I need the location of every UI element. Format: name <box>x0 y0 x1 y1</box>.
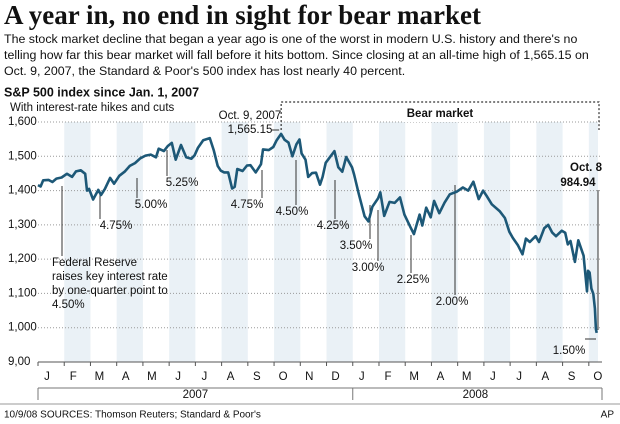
x-tick-label: F <box>70 371 77 383</box>
y-tick-label: 1,500 <box>8 150 37 162</box>
month-band <box>483 122 511 362</box>
y-tick-label: 1,300 <box>8 219 37 231</box>
rate-label: 5.25% <box>166 177 199 189</box>
peak-date: Oct. 9, 2007 <box>219 110 282 122</box>
price-line <box>37 132 598 334</box>
last-value: 984.94 <box>560 177 596 189</box>
x-tick-label: O <box>593 371 602 383</box>
last-date: Oct. 8 <box>570 162 603 174</box>
fed-note: Federal Reserve raises key interest rate… <box>52 257 168 311</box>
x-tick-label: J <box>44 371 50 383</box>
y-tick-label: 1,100 <box>8 287 37 299</box>
x-tick-label: M <box>95 371 105 383</box>
x-tick-label: N <box>305 371 313 383</box>
month-band <box>378 122 406 362</box>
rate-label: 5.00% <box>135 199 168 211</box>
month-band <box>588 122 598 362</box>
description: The stock market decline that began a ye… <box>4 32 589 78</box>
month-band <box>221 122 248 362</box>
x-tick-label: S <box>568 371 576 383</box>
bear-label: Bear market <box>407 108 474 120</box>
bear-label-box <box>402 106 478 122</box>
month-band <box>431 122 458 362</box>
month-band <box>64 122 91 362</box>
rate-label: 3.00% <box>352 262 385 274</box>
x-tick-label: J <box>516 371 522 383</box>
year-label: 2007 <box>183 389 209 401</box>
x-tick-label: A <box>542 371 550 383</box>
rate-label: 4.50% <box>276 206 309 218</box>
rate-label: 4.75% <box>100 220 133 232</box>
rate-label: 1.50% <box>553 345 586 357</box>
x-tick-label: M <box>147 371 157 383</box>
x-tick-label: O <box>279 371 288 383</box>
x-tick-label: M <box>462 371 472 383</box>
credit: AP <box>601 410 615 421</box>
x-tick-label: A <box>122 371 130 383</box>
x-tick-label: J <box>490 371 496 383</box>
x-tick-label: J <box>202 371 208 383</box>
chart-subtitle: With interest-rate hikes and cuts <box>10 102 175 114</box>
source: 10/9/08 SOURCES: Thomson Reuters; Standa… <box>4 410 261 421</box>
rate-label: 2.00% <box>436 296 469 308</box>
y-tick-label: 9,00 <box>8 356 30 368</box>
y-tick-label: 1,000 <box>8 322 37 334</box>
x-tick-label: S <box>253 371 261 383</box>
peak-value: 1,565.15 <box>228 124 273 136</box>
rate-label: 4.25% <box>317 220 350 232</box>
month-band <box>274 122 301 362</box>
month-band <box>116 122 143 362</box>
month-band <box>169 122 196 362</box>
x-tick-label: A <box>227 371 235 383</box>
y-tick-label: 1,600 <box>8 116 37 128</box>
y-tick-label: 1,400 <box>8 185 37 197</box>
chart-title: S&P 500 index since Jan. 1, 2007 <box>4 85 199 99</box>
x-tick-label: J <box>175 371 181 383</box>
x-tick-label: M <box>409 371 419 383</box>
headline: A year in, no end in sight for bear mark… <box>4 0 482 30</box>
rate-label: 4.75% <box>231 199 264 211</box>
x-tick-label: J <box>359 371 365 383</box>
rate-label: 3.50% <box>340 240 373 252</box>
y-tick-label: 1,200 <box>8 253 37 265</box>
bear-bracket <box>280 101 600 130</box>
month-band <box>536 122 563 362</box>
rate-label: 2.25% <box>397 274 430 286</box>
year-label: 2008 <box>463 389 489 401</box>
x-tick-label: F <box>384 371 391 383</box>
x-tick-label: A <box>437 371 445 383</box>
x-tick-label: D <box>331 371 339 383</box>
